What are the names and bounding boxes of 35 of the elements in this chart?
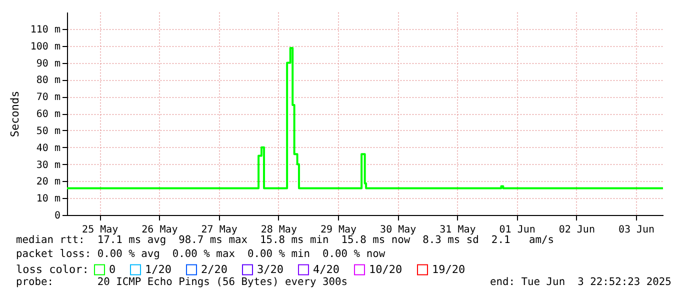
y-axis-title: Seconds <box>8 90 22 138</box>
x-tick-label: 31 May <box>440 224 476 236</box>
legend-label: 0 <box>109 262 116 276</box>
y-tick-label: 10 m <box>36 194 60 205</box>
legend-label: 2/20 <box>201 262 228 276</box>
x-tick-label: 28 May <box>260 224 297 236</box>
y-tick-label: 80 m <box>36 75 60 86</box>
x-tick-label: 30 May <box>380 224 416 236</box>
legend-label: 19/20 <box>432 262 466 276</box>
text: packet loss: 0.00 % avg 0.00 % max 0.00 % min 0.00 % now <box>16 248 386 261</box>
text: end: Tue Jun 3 22:52:23 2025 <box>490 276 672 289</box>
x-tick-label: 02 Jun <box>558 224 595 236</box>
legend-label: 3/20 <box>257 262 284 276</box>
y-tick-label: 0 <box>54 210 60 222</box>
x-tick-label: 26 May <box>142 224 178 236</box>
x-tick-label: 03 Jun <box>618 224 655 236</box>
text: median rtt: 17.1 ms avg 98.7 ms max 15.8 ms min 15.8 ms now 8.3 ms sd 2.1 am/s <box>16 234 554 247</box>
y-tick-label: 90 m <box>36 58 60 70</box>
y-tick-label: 70 m <box>36 92 60 104</box>
legend-title: loss color: <box>16 263 89 276</box>
x-tick-label: 01 Jun <box>499 224 536 236</box>
x-tick-label: 25 May <box>82 224 118 236</box>
x-tick-label: 29 May <box>320 224 357 236</box>
legend-label: 10/20 <box>369 262 402 276</box>
y-tick-label: 40 m <box>36 142 60 154</box>
legend-label: 1/20 <box>145 262 172 276</box>
x-tick-label: 27 May <box>201 224 238 236</box>
text: probe: 20 ICMP Echo Pings (56 Bytes) every 300s <box>16 276 348 289</box>
y-tick-label: 100 m <box>30 41 60 52</box>
y-tick-label: 20 m <box>36 176 60 188</box>
legend-label: 4/20 <box>313 262 340 276</box>
y-tick-label: 110 m <box>30 24 60 36</box>
y-tick-label: 30 m <box>36 160 60 171</box>
y-tick-label: 50 m <box>36 126 60 137</box>
y-tick-label: 60 m <box>36 109 60 120</box>
